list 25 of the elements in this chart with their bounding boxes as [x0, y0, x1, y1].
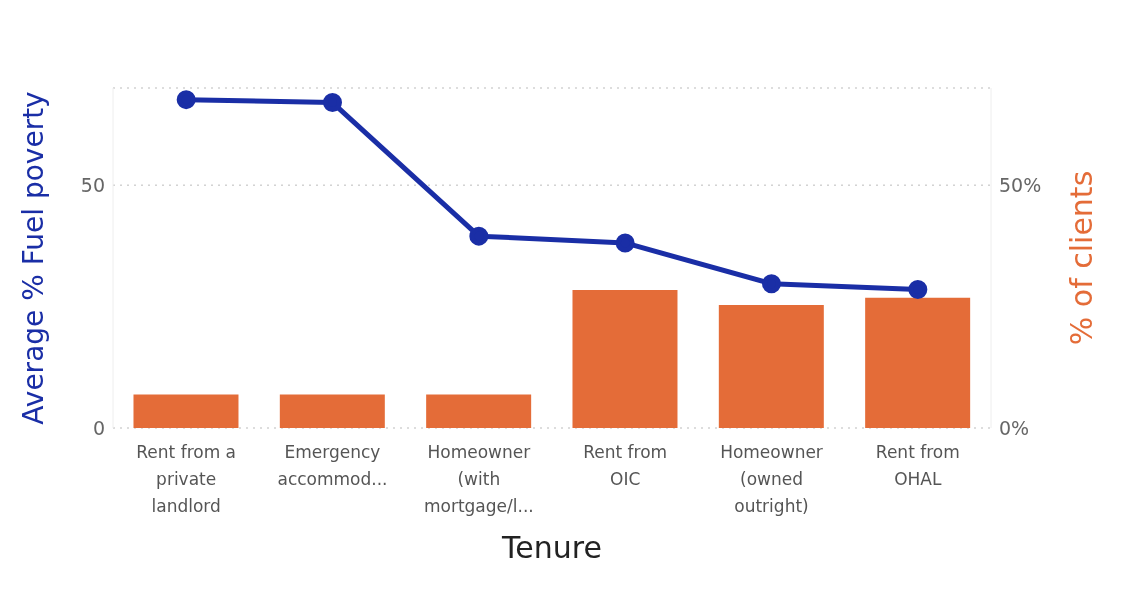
- y2-tick-label: 50%: [999, 173, 1042, 196]
- point: [615, 233, 635, 253]
- x-tick-label: Rent from OIC: [583, 442, 668, 489]
- x-axis-title: Tenure: [501, 530, 602, 565]
- bar: [133, 394, 239, 428]
- y-axis-title: Average % Fuel poverty: [16, 91, 50, 425]
- y-tick-label: 0: [92, 416, 105, 439]
- x-tick-label: Homeowner (with mortgage/l...: [423, 442, 534, 516]
- point: [908, 280, 928, 300]
- point: [469, 226, 489, 246]
- x-tick-label: Homeowner (owned outright): [720, 442, 823, 516]
- x-tick-label: Rent from OHAL: [875, 442, 960, 489]
- x-tick-label: Rent from a private landlord: [136, 442, 237, 516]
- x-tick-label: Emergency accommod...: [277, 442, 388, 489]
- y2-tick-label: 0%: [999, 416, 1030, 439]
- bar: [718, 305, 824, 428]
- bar: [865, 297, 971, 428]
- y2-axis-title: % of clients: [1063, 170, 1099, 346]
- point: [176, 90, 196, 110]
- point: [762, 274, 781, 294]
- point: [323, 93, 342, 113]
- y-tick-label: 50: [80, 173, 105, 196]
- bar: [426, 394, 532, 428]
- bar: [279, 394, 385, 428]
- bar: [572, 290, 678, 428]
